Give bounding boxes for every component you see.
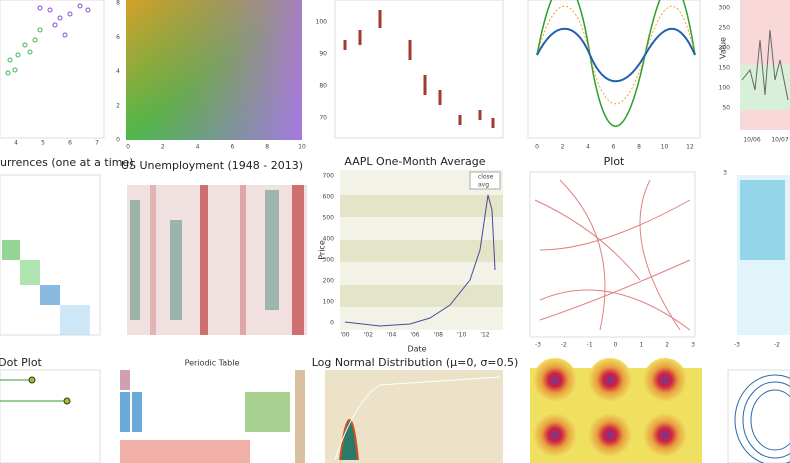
y-tick-label: 100 bbox=[323, 299, 335, 306]
x-tick-label: -3 bbox=[535, 342, 541, 349]
y-tick-label: 6 bbox=[116, 34, 120, 41]
y-tick-label: 8 bbox=[116, 0, 120, 7]
x-tick-label: 0 bbox=[614, 342, 618, 349]
y-tick-label: 3 bbox=[723, 170, 727, 177]
x-tick-label: 4 bbox=[196, 144, 200, 151]
x-tick-label: 0 bbox=[126, 144, 130, 151]
y-tick-label: 200 bbox=[323, 278, 335, 285]
x-tick-label: 4 bbox=[586, 144, 590, 151]
x-axis-label: Date bbox=[407, 345, 426, 354]
x-tick-label: 10 bbox=[661, 144, 669, 151]
panel-title: US Unemployment (1948 - 2013) bbox=[121, 159, 303, 172]
y-tick-label: 0 bbox=[330, 320, 334, 327]
y-tick-label: 50 bbox=[722, 105, 730, 112]
x-tick-label: -3 bbox=[734, 342, 740, 349]
x-tick-label: 7 bbox=[95, 140, 99, 147]
y-axis-label: Price bbox=[318, 240, 327, 260]
x-tick-label: '08 bbox=[434, 332, 443, 339]
x-tick-label: '00 bbox=[340, 332, 349, 339]
x-tick-label: 6 bbox=[612, 144, 616, 151]
x-tick-label: 6 bbox=[68, 140, 72, 147]
y-tick-label: 400 bbox=[323, 236, 335, 243]
y-tick-label: 90 bbox=[319, 51, 327, 58]
x-tick-label: 1 bbox=[639, 342, 643, 349]
legend-entry: close bbox=[478, 174, 494, 181]
x-tick-label: 4 bbox=[14, 140, 18, 147]
x-tick-label: '06 bbox=[410, 332, 419, 339]
x-tick-label: 8 bbox=[637, 144, 641, 151]
panel-title: AAPL One-Month Average bbox=[344, 155, 485, 168]
legend-entry: avg bbox=[478, 182, 489, 189]
y-tick-label: 70 bbox=[319, 115, 327, 122]
x-tick-label: -2 bbox=[774, 342, 780, 349]
x-tick-label: 2 bbox=[665, 342, 669, 349]
y-tick-label: 150 bbox=[719, 65, 731, 72]
x-tick-label: 10 bbox=[298, 144, 306, 151]
panel-title: Dot Plot bbox=[0, 356, 43, 369]
y-tick-label: 700 bbox=[323, 173, 335, 180]
x-tick-label: -1 bbox=[587, 342, 593, 349]
x-tick-label: 12 bbox=[686, 144, 694, 151]
y-tick-label: 300 bbox=[719, 5, 731, 12]
x-tick-label: 0 bbox=[535, 144, 539, 151]
x-tick-label: 8 bbox=[265, 144, 269, 151]
x-tick-label: 6 bbox=[230, 144, 234, 151]
x-tick-label: 2 bbox=[561, 144, 565, 151]
panel-title: Log Normal Distribution (μ=0, σ=0.5) bbox=[312, 356, 519, 369]
x-tick-label: 10/06 bbox=[743, 137, 760, 144]
x-tick-label: -2 bbox=[561, 342, 567, 349]
y-tick-label: 500 bbox=[323, 215, 335, 222]
x-tick-label: 2 bbox=[161, 144, 165, 151]
y-tick-label: 0 bbox=[116, 137, 120, 144]
x-tick-label: 3 bbox=[691, 342, 695, 349]
y-tick-label: 600 bbox=[323, 194, 335, 201]
x-tick-label: '04 bbox=[387, 332, 396, 339]
y-tick-label: 4 bbox=[116, 68, 120, 75]
x-tick-label: '10 bbox=[457, 332, 466, 339]
panel-title: urrences (one at a time) bbox=[0, 156, 134, 169]
y-tick-label: 100 bbox=[316, 19, 328, 26]
x-tick-label: '12 bbox=[480, 332, 489, 339]
x-tick-label: 10/07 bbox=[771, 137, 788, 144]
y-tick-label: 2 bbox=[116, 102, 120, 109]
y-tick-label: 80 bbox=[319, 83, 327, 90]
y-tick-label: 300 bbox=[323, 257, 335, 264]
y-tick-label: 200 bbox=[719, 45, 731, 52]
y-axis-label: Value bbox=[719, 37, 728, 59]
panel-title: Periodic Table bbox=[185, 359, 240, 368]
panel-title: Plot bbox=[604, 155, 625, 168]
y-tick-label: 100 bbox=[719, 85, 731, 92]
y-tick-label: 250 bbox=[719, 25, 731, 32]
x-tick-label: '02 bbox=[364, 332, 373, 339]
x-tick-label: 5 bbox=[41, 140, 45, 147]
